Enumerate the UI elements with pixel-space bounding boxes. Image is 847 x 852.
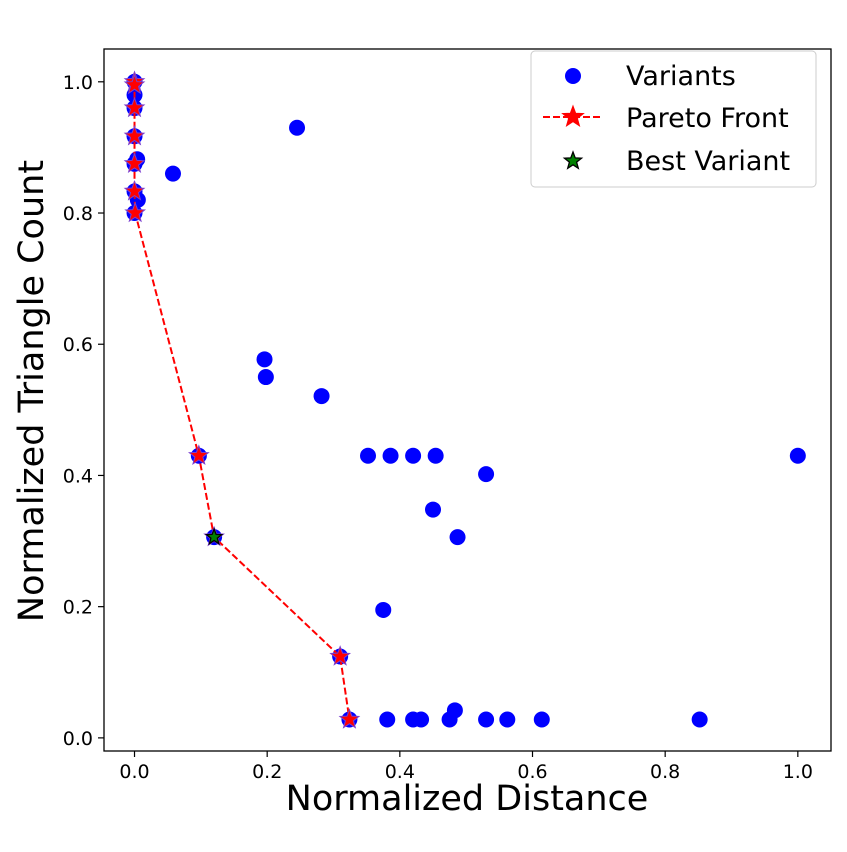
legend-entry-best-variant: Best Variant	[562, 146, 790, 177]
plot-area-frame	[103, 48, 832, 752]
y-tick-label: 0.0	[63, 728, 93, 750]
pareto-front-point	[187, 444, 210, 466]
variant-point	[360, 447, 377, 464]
variant-point	[533, 711, 550, 728]
variant-point	[405, 447, 422, 464]
x-tick-label: 0.2	[252, 761, 282, 783]
pareto-front-point	[329, 645, 352, 666]
pareto-front-point	[123, 96, 146, 118]
chart-marks	[123, 70, 806, 729]
x-axis-ticks: 0.0 0.2 0.4 0.6 0.8 1.0	[119, 751, 813, 783]
legend-marker-best-variant	[562, 150, 584, 170]
variant-point	[382, 447, 399, 464]
x-tick-label: 0.0	[119, 761, 149, 783]
variant-point	[256, 351, 273, 368]
x-tick-label: 1.0	[783, 761, 813, 783]
variant-point	[413, 711, 430, 728]
variant-point	[257, 369, 274, 386]
y-axis-title: Normalized Triangle Count	[12, 160, 52, 622]
x-axis-title: Normalized Distance	[286, 779, 649, 819]
legend-entry-pareto-front: Pareto Front	[543, 103, 789, 134]
best-variant-point	[204, 527, 224, 546]
x-tick-label: 0.4	[385, 761, 415, 783]
variant-point	[427, 447, 444, 464]
legend-label-variants: Variants	[626, 61, 736, 92]
legend-label-pareto-front: Pareto Front	[626, 103, 789, 134]
pareto-front-point	[123, 152, 146, 174]
pareto-front-point	[124, 201, 147, 223]
pareto-front-point	[123, 73, 146, 95]
variant-point	[478, 466, 495, 483]
y-tick-label: 0.2	[63, 597, 93, 619]
variant-point	[691, 711, 708, 728]
y-tick-label: 0.8	[63, 203, 93, 225]
pareto-front-line	[133, 81, 351, 720]
variant-point	[375, 601, 392, 618]
legend-frame	[530, 50, 817, 188]
y-tick-label: 0.6	[63, 334, 93, 356]
legend-marker-variants	[565, 68, 581, 84]
legend: Variants Pareto Front Best Variant	[530, 50, 817, 188]
y-tick-label: 0.4	[63, 465, 93, 487]
legend-marker-pareto-front	[561, 104, 585, 128]
variant-point	[478, 711, 495, 728]
variant-point	[425, 501, 442, 518]
variant-point	[164, 165, 181, 182]
y-axis-ticks: 0.0 0.2 0.4 0.6 0.8 1.0	[63, 72, 104, 750]
legend-entry-variants: Variants	[565, 61, 736, 92]
variant-point	[379, 711, 396, 728]
y-tick-label: 1.0	[63, 72, 93, 94]
variant-point	[313, 388, 330, 405]
x-tick-label: 0.8	[650, 761, 680, 783]
pareto-front-point	[338, 708, 361, 729]
legend-label-best-variant: Best Variant	[626, 146, 790, 177]
x-tick-label: 0.6	[517, 761, 547, 783]
pareto-front-point	[123, 179, 146, 201]
variant-point	[449, 529, 466, 546]
variant-point	[499, 711, 516, 728]
pareto-front-point	[123, 124, 146, 146]
variant-point	[289, 119, 306, 136]
variant-point	[446, 702, 463, 719]
variant-point	[789, 447, 806, 464]
